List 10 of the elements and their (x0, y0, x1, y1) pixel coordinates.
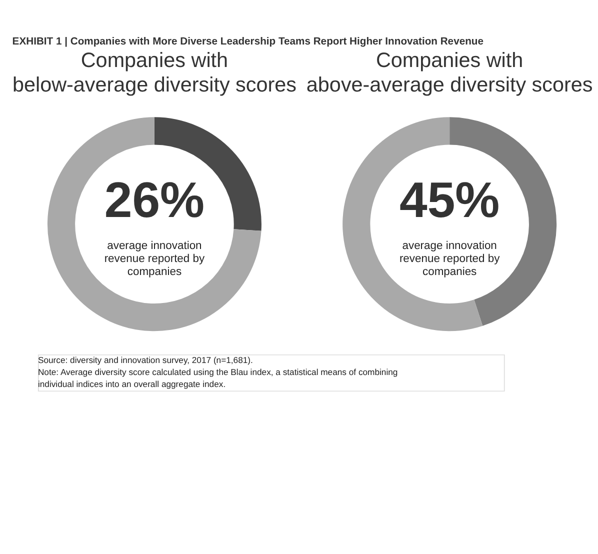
chart-subtitle: Companies with below-average diversity scores (12, 49, 296, 96)
donut-slice (47, 117, 262, 332)
text: average innovation revenue reported by companies (104, 240, 205, 278)
chart-subtitle: Companies with above-average diversity scores (306, 49, 593, 96)
data-label: 45% (400, 172, 500, 228)
source-note: Source: diversity and innovation survey, 2017 (n=1,681). (38, 355, 253, 366)
text: average innovation revenue reported by companies (399, 240, 500, 278)
chart-title: EXHIBIT 1 | Companies with More Diverse Leadership Teams Report Higher Innovation Revenue (12, 36, 484, 48)
text: Note: Average diversity score calculated using the Blau index, a statistical means of combining individual indices into an overall aggregate index. (38, 367, 398, 390)
data-label: 26% (104, 172, 205, 228)
